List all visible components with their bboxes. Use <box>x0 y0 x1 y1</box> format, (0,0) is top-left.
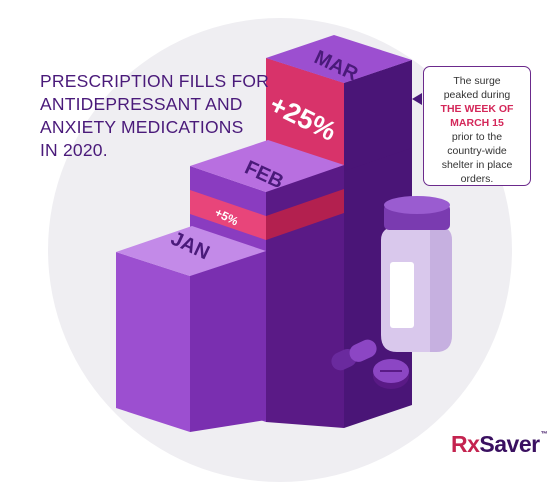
callout-box: The surge peaked during THE WEEK OF MARC… <box>423 66 531 186</box>
mar-increase-front <box>266 58 344 171</box>
logo-rx: Rx <box>451 431 480 457</box>
capsule-illustration <box>331 339 377 371</box>
title-line-2: ANTIDEPRESSANT AND <box>40 94 243 114</box>
callout-line-1: The surge <box>453 75 501 87</box>
bottle-shade <box>430 226 452 352</box>
callout-line-3: prior to the <box>451 131 503 143</box>
title-line-1: PRESCRIPTION FILLS FOR <box>40 71 270 91</box>
callout-line-5: shelter in place <box>441 159 513 171</box>
feb-top-face <box>190 140 344 192</box>
callout-line-2: peaked during <box>443 89 511 101</box>
bottle-cap-top <box>384 196 450 214</box>
rxsaver-logo: RxSaver™ <box>451 431 548 458</box>
jan-top-face <box>116 226 266 276</box>
logo-saver: Saver <box>479 431 540 457</box>
infographic-title: PRESCRIPTION FILLS FOR ANTIDEPRESSANT AN… <box>40 70 270 162</box>
callout-line-4: country-wide <box>447 145 507 157</box>
callout-highlight-2: MARCH 15 <box>450 117 504 129</box>
logo-trademark: ™ <box>540 431 548 438</box>
callout-line-6: orders. <box>460 173 494 185</box>
bar-feb <box>190 140 344 428</box>
feb-increase-side <box>266 189 344 240</box>
callout-pointer <box>412 93 422 105</box>
feb-increase-front <box>190 190 266 240</box>
bar-jan <box>116 226 266 432</box>
jan-side-face <box>190 251 266 432</box>
title-line-4: IN 2020. <box>40 140 108 160</box>
jan-front-face <box>116 252 190 432</box>
callout-highlight-1: THE WEEK OF <box>440 103 514 115</box>
capsule-right <box>349 339 377 362</box>
bottle-label <box>390 262 414 328</box>
title-line-3: ANXIETY MEDICATIONS <box>40 117 244 137</box>
mar-increase-side <box>344 60 412 171</box>
pill-bottle-illustration <box>381 196 452 352</box>
mar-top-face <box>266 35 412 83</box>
round-pill-illustration <box>373 359 409 389</box>
